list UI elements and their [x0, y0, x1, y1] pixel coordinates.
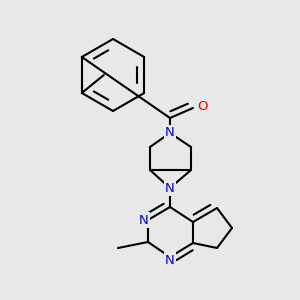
Text: O: O	[197, 100, 207, 112]
Text: N: N	[165, 127, 175, 140]
Text: N: N	[139, 214, 149, 226]
Text: N: N	[165, 182, 175, 194]
Text: N: N	[165, 254, 175, 266]
